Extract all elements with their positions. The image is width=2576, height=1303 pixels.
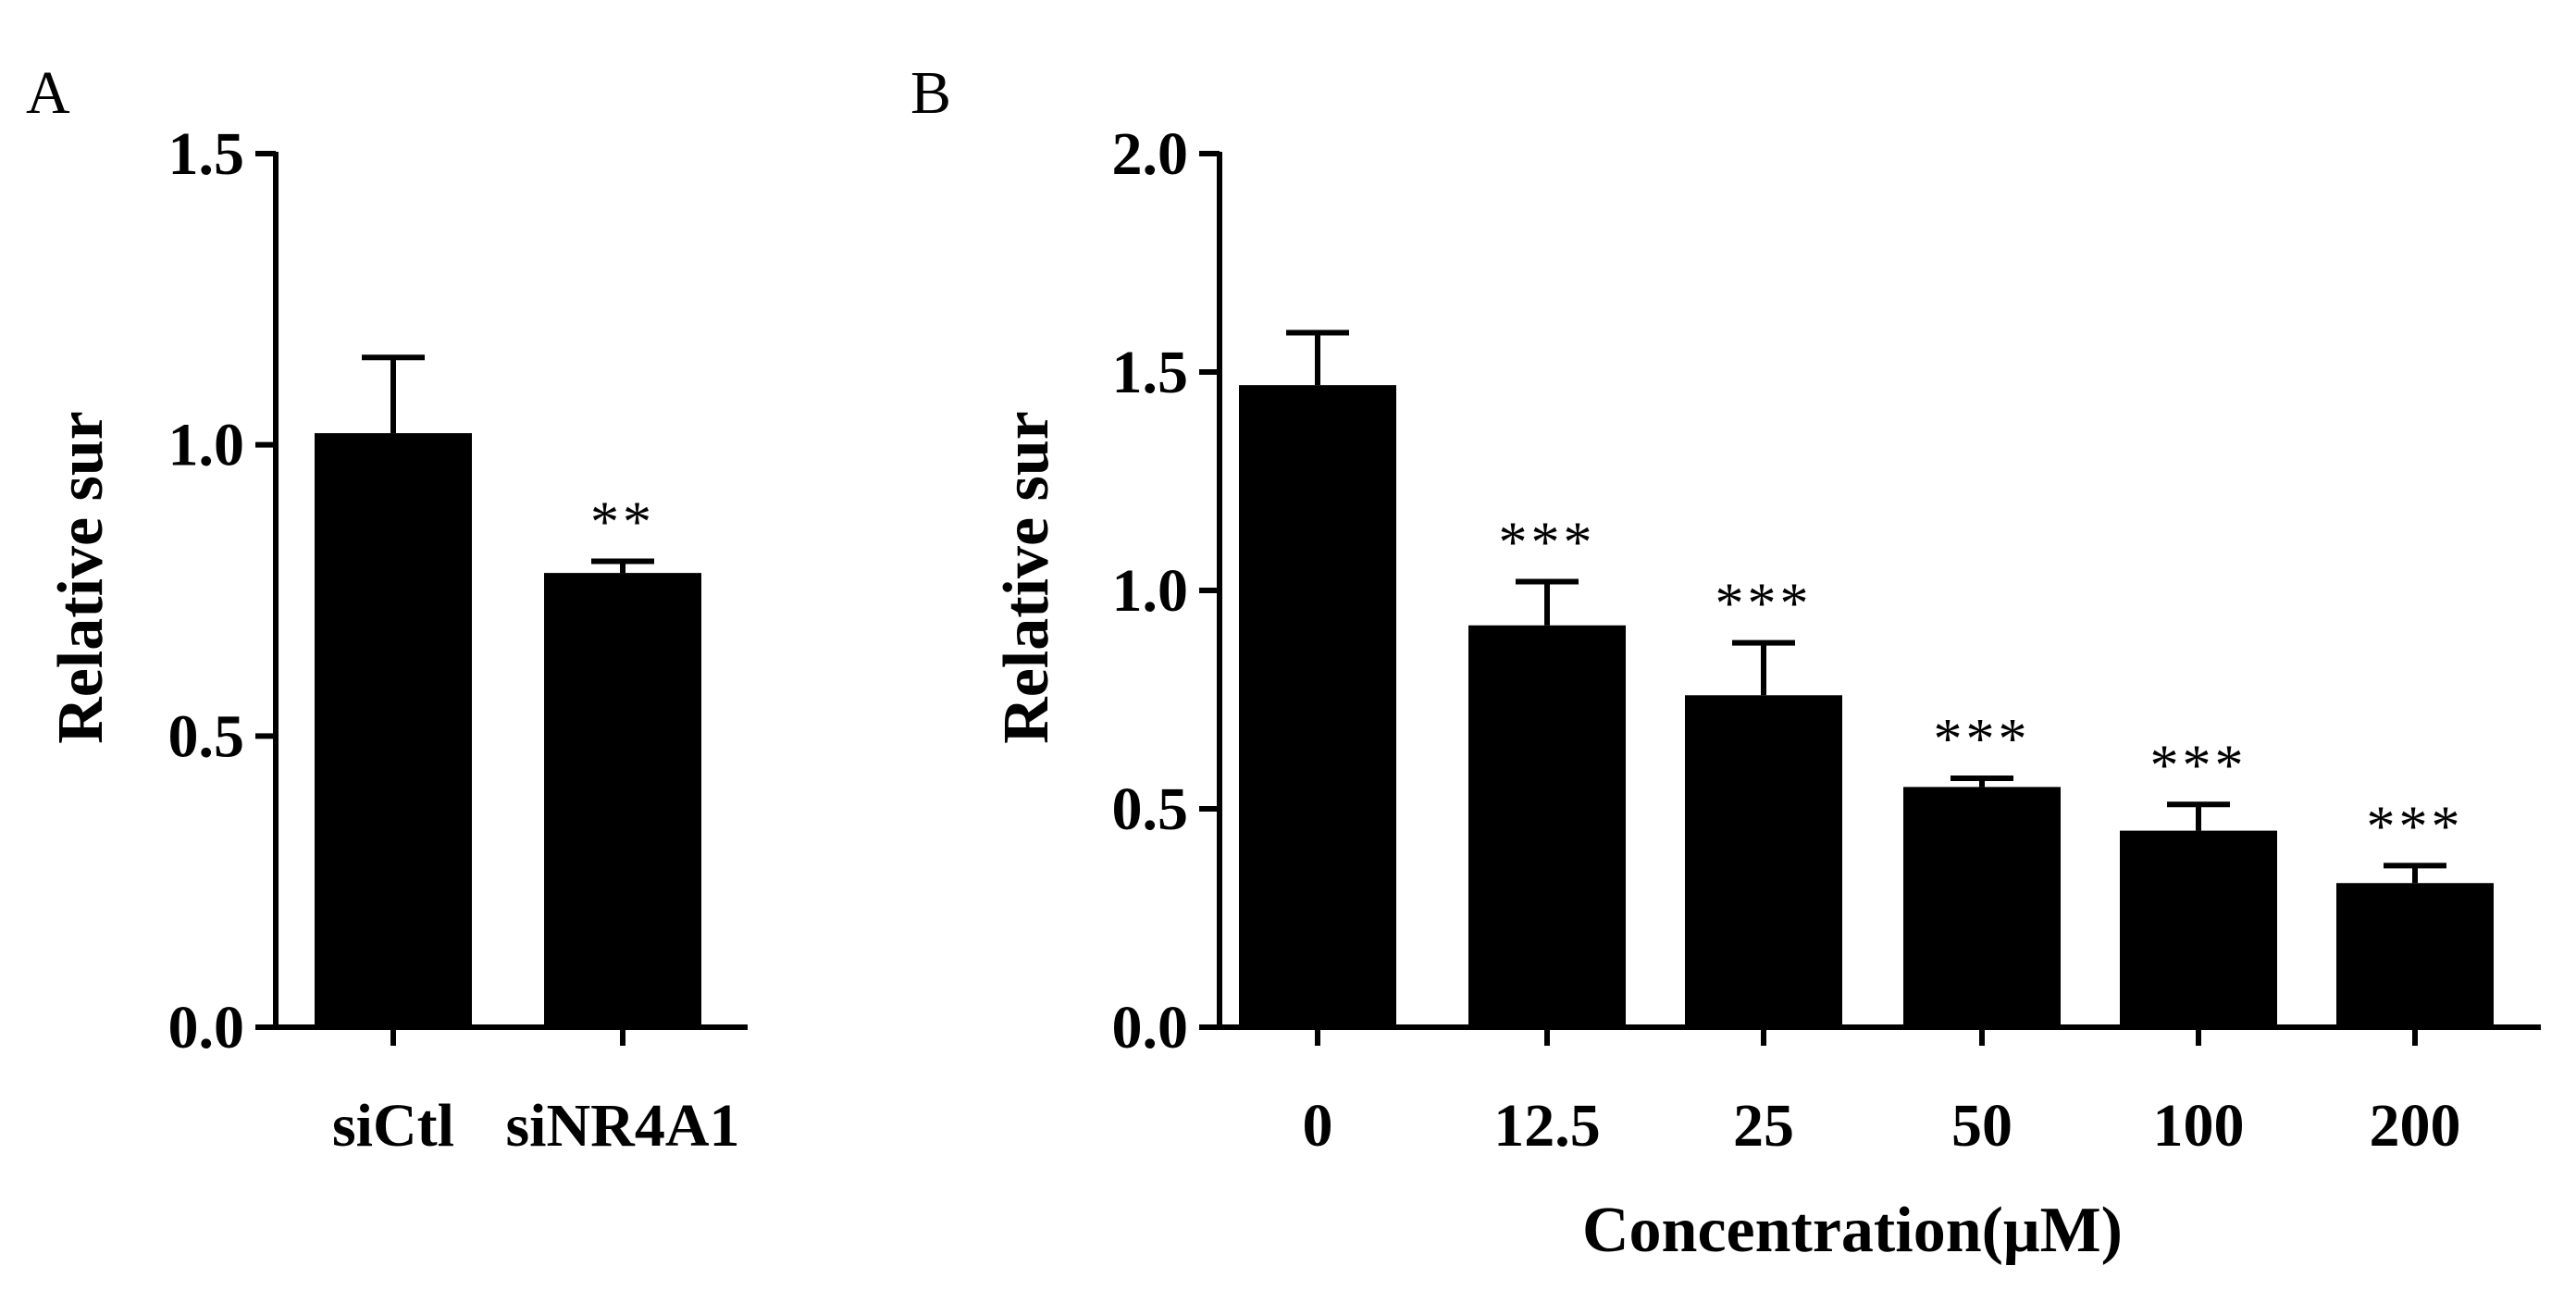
panel-a-bar xyxy=(544,573,701,1027)
panel-b-bar xyxy=(1468,625,1626,1027)
panel-b-y-tick-label: 2.0 xyxy=(1112,120,1189,188)
panel-b-y-axis-title: Relative sur xyxy=(991,411,1062,744)
panel-b-category-label: 0 xyxy=(1303,1092,1333,1160)
panel-b-significance-labels: *** *** *** *** *** xyxy=(1499,512,2464,859)
panel-b-significance-label: *** xyxy=(1715,573,1813,636)
panel-b-y-ticks: 0.0 0.5 1.0 1.5 2.0 xyxy=(1112,120,1220,1061)
chart-panel-a: A Relative sur 0.0 0.5 1.0 1.5 ** siCtl siNR… xyxy=(26,59,748,1160)
panel-b-bar xyxy=(2120,830,2277,1027)
panel-a-y-axis-title: Relative sur xyxy=(45,411,117,744)
panel-b-category-labels: 0 12.5 25 50 100 200 xyxy=(1303,1027,2461,1160)
panel-b-bar xyxy=(2336,883,2494,1027)
panel-a-significance-labels: ** xyxy=(590,491,655,554)
panel-b-y-tick-label: 1.5 xyxy=(1112,339,1189,406)
panel-b-bar xyxy=(1239,385,1396,1027)
panel-b-error-bars xyxy=(1286,329,2446,884)
panel-b-bar xyxy=(1685,695,1842,1027)
panel-a-error-bars xyxy=(362,354,654,574)
panel-a-significance-label: ** xyxy=(590,491,655,554)
panel-b-y-tick-label: 0.0 xyxy=(1112,994,1189,1061)
chart-panel-b: B Relative sur Concentration(μM) 0.0 0.5 1… xyxy=(910,59,2541,1266)
panel-b-y-tick-label: 1.0 xyxy=(1112,557,1189,625)
panel-a-y-ticks: 0.0 0.5 1.0 1.5 xyxy=(168,120,276,1061)
panel-a-bar xyxy=(315,433,472,1028)
panel-a-bars xyxy=(315,433,701,1028)
panel-a-y-tick-label: 0.0 xyxy=(168,994,245,1061)
panel-b-significance-label: *** xyxy=(1499,512,1596,575)
panel-b-category-label: 200 xyxy=(2370,1092,2461,1160)
panel-a-y-tick-label: 1.5 xyxy=(168,120,245,188)
panel-b-bar xyxy=(1903,787,2061,1027)
panel-a-category-label: siCtl xyxy=(332,1092,454,1160)
panel-a-y-tick-label: 0.5 xyxy=(168,702,245,770)
panel-a-category-label: siNR4A1 xyxy=(505,1092,739,1160)
panel-b-category-label: 12.5 xyxy=(1493,1092,1601,1160)
panel-b-category-label: 100 xyxy=(2153,1092,2245,1160)
panel-b-y-tick-label: 0.5 xyxy=(1112,776,1189,843)
panel-a-y-tick-label: 1.0 xyxy=(168,412,245,479)
panel-b-significance-label: *** xyxy=(2367,795,2464,858)
panel-b-significance-label: *** xyxy=(2150,734,2248,797)
panel-a-letter: A xyxy=(26,59,70,127)
panel-b-bars xyxy=(1239,385,2494,1027)
panel-a-category-labels: siCtl siNR4A1 xyxy=(332,1027,740,1160)
panel-b-category-label: 50 xyxy=(1951,1092,2012,1160)
panel-b-x-axis-title: Concentration(μM) xyxy=(1582,1195,2123,1266)
panel-b-significance-label: *** xyxy=(1934,708,2031,771)
panel-b-category-label: 25 xyxy=(1733,1092,1794,1160)
panel-b-letter: B xyxy=(910,59,951,127)
